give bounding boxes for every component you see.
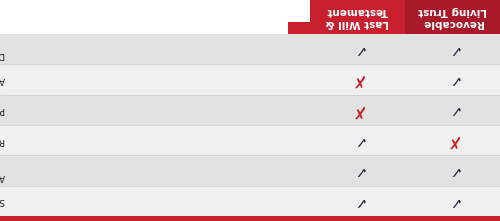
Text: Specify funeral instructions: Specify funeral instructions [0, 196, 5, 206]
Bar [0, 65, 500, 95]
Text: ✓: ✓ [446, 194, 459, 208]
Bar [405, 0, 500, 34]
Bar [0, 216, 500, 221]
Bar [0, 34, 500, 65]
Text: ✓: ✓ [446, 103, 459, 117]
Bar [0, 186, 500, 216]
Text: ✓: ✓ [446, 42, 459, 57]
Text: ✗: ✗ [446, 131, 460, 149]
Bar [288, 22, 310, 34]
Bar [0, 125, 500, 155]
Bar [0, 155, 500, 186]
Text: ✓: ✓ [351, 133, 364, 148]
Text: Private record: Private record [0, 105, 5, 114]
Text: ✓: ✓ [446, 72, 459, 87]
Text: ✓: ✓ [351, 194, 364, 208]
Bar [310, 0, 405, 34]
Text: ✓: ✓ [446, 163, 459, 178]
Text: Avoids probate: Avoids probate [0, 75, 5, 84]
Text: Last Will &
Testament: Last Will & Testament [326, 6, 389, 28]
Text: Requires little maintenance: Requires little maintenance [0, 136, 5, 145]
Bar [0, 95, 500, 125]
Text: Allows you to appoint guardians
for children and pets: Allows you to appoint guardians for chil… [0, 161, 5, 181]
Text: ✗: ✗ [350, 101, 364, 119]
Text: Revocable
Living Trust: Revocable Living Trust [418, 6, 487, 28]
Text: ✓: ✓ [351, 42, 364, 57]
Text: ✓: ✓ [351, 163, 364, 178]
Text: Distributes assets after an
individual passes away: Distributes assets after an individual p… [0, 39, 5, 59]
Text: ✗: ✗ [350, 70, 364, 89]
